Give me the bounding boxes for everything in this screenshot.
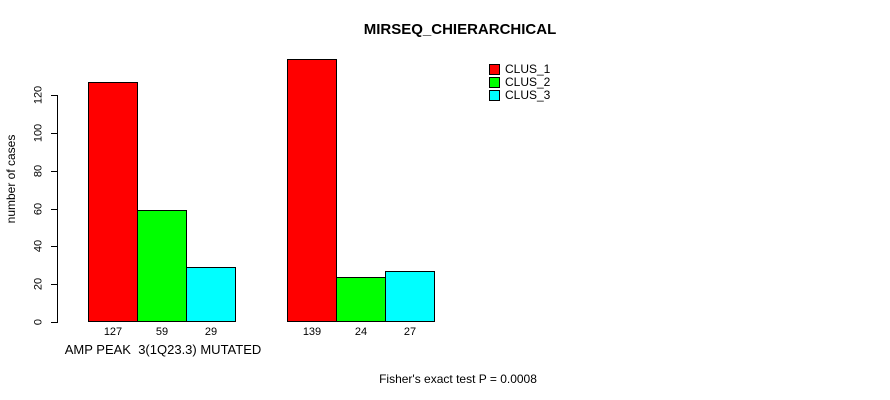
y-axis-tick <box>51 133 57 134</box>
bar-value-label: 59 <box>155 326 169 338</box>
legend-swatch <box>489 64 500 75</box>
y-axis-line <box>57 95 58 323</box>
bar-clus_3-group-1 <box>186 267 236 322</box>
bar-value-label: 29 <box>204 326 218 338</box>
bar-clus_3-group-2 <box>385 271 435 322</box>
bar-clus_1-group-1 <box>88 82 138 322</box>
legend-swatch <box>489 90 500 101</box>
x-axis-label: AMP PEAK 3(1Q23.3) MUTATED <box>64 342 262 357</box>
legend-label: CLUS_2 <box>505 75 551 89</box>
bar-value-label: 27 <box>403 326 417 338</box>
legend-label: CLUS_3 <box>505 88 551 102</box>
legend-item: CLUS_1 <box>489 62 551 76</box>
y-axis-tick <box>51 209 57 210</box>
bar-value-label: 127 <box>103 326 123 338</box>
y-axis-tick-label: 80 <box>32 164 45 178</box>
chart-title: MIRSEQ_CHIERARCHICAL <box>363 21 557 38</box>
y-axis-tick <box>51 246 57 247</box>
y-axis-tick <box>51 322 57 323</box>
legend-item: CLUS_2 <box>489 75 551 89</box>
bar-value-label: 24 <box>354 326 368 338</box>
y-axis-tick-label: 20 <box>32 277 45 291</box>
bar-clus_2-group-2 <box>336 277 386 322</box>
y-axis-tick <box>51 171 57 172</box>
bar-clus_2-group-1 <box>137 210 187 322</box>
y-axis-tick-label: 60 <box>32 202 45 216</box>
y-axis-tick-label: 120 <box>32 85 45 105</box>
bar-value-label: 139 <box>302 326 322 338</box>
legend: CLUS_1 CLUS_2 CLUS_3 <box>489 62 551 102</box>
y-axis-tick-label: 100 <box>32 123 45 143</box>
y-axis-tick <box>51 284 57 285</box>
y-axis-tick <box>51 95 57 96</box>
annotation-text: Fisher's exact test P = 0.0008 <box>379 372 537 386</box>
legend-swatch <box>489 77 500 88</box>
bar-clus_1-group-2 <box>287 59 337 322</box>
y-axis-label: number of cases <box>4 134 18 224</box>
legend-label: CLUS_1 <box>505 62 551 76</box>
y-axis-tick-label: 0 <box>32 318 45 326</box>
legend-item: CLUS_3 <box>489 88 551 102</box>
y-axis-tick-label: 40 <box>32 239 45 253</box>
